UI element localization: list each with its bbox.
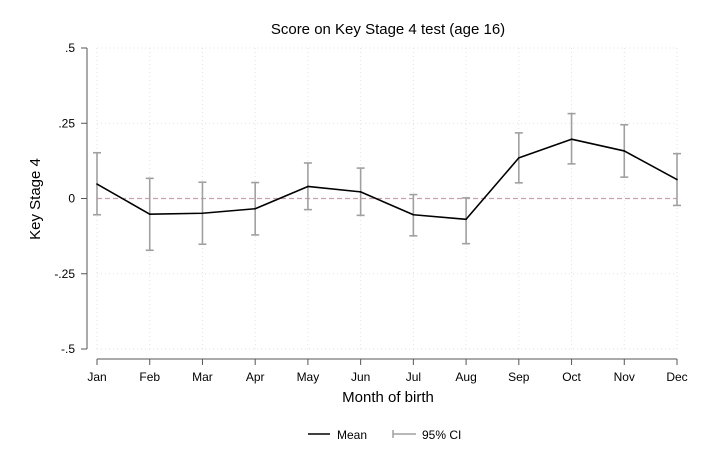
x-tick-label: Jul (406, 370, 421, 384)
mean-series-line (96, 138, 678, 221)
x-tick-label: Oct (562, 370, 581, 384)
x-tick-label: Jan (87, 370, 106, 384)
mean-data-point (254, 207, 256, 210)
chart-title: Score on Key Stage 4 test (age 16) (271, 21, 505, 38)
mean-data-point (623, 150, 626, 152)
mean-data-point (96, 183, 98, 185)
legend-mean-label: Mean (337, 428, 367, 442)
mean-data-point (465, 218, 467, 221)
legend: Mean 95% CI (308, 428, 461, 442)
confidence-interval-layer (93, 112, 681, 252)
legend-ci-label: 95% CI (422, 428, 461, 442)
mean-data-point (148, 213, 151, 215)
x-tick-label: Sep (508, 370, 530, 384)
x-tick-label: Aug (455, 370, 476, 384)
mean-data-point (676, 178, 678, 181)
legend-ci-swatch (392, 430, 416, 438)
mean-data-point (307, 185, 309, 188)
axis-layer: .5 .25 0 -.25 -.5 Jan Feb Mar Apr May Jun Jul Aug Sep… (54, 41, 687, 384)
mean-data-point (518, 157, 520, 159)
mean-data-point (201, 212, 204, 215)
y-tick-label: .5 (65, 41, 75, 55)
y-axis-title: Key Stage 4 (27, 158, 44, 240)
y-tick-label: 0 (68, 192, 75, 206)
mean-data-point (359, 191, 362, 193)
x-tick-label: Feb (139, 370, 160, 384)
y-tick-label: -.5 (61, 342, 75, 356)
mean-data-point (570, 138, 573, 141)
x-tick-label: Nov (614, 370, 635, 384)
x-tick-label: Dec (666, 370, 687, 384)
x-tick-label: Jun (351, 370, 370, 384)
x-tick-label: Mar (192, 370, 213, 384)
x-tick-label: Apr (246, 370, 265, 384)
y-tick-label: .25 (58, 116, 75, 130)
x-axis-title: Month of birth (342, 389, 434, 406)
y-tick-label: -.25 (54, 267, 75, 281)
grid-layer (96, 47, 678, 350)
mean-line-layer (96, 138, 678, 221)
mean-data-point (412, 213, 415, 216)
x-tick-label: May (297, 370, 320, 384)
